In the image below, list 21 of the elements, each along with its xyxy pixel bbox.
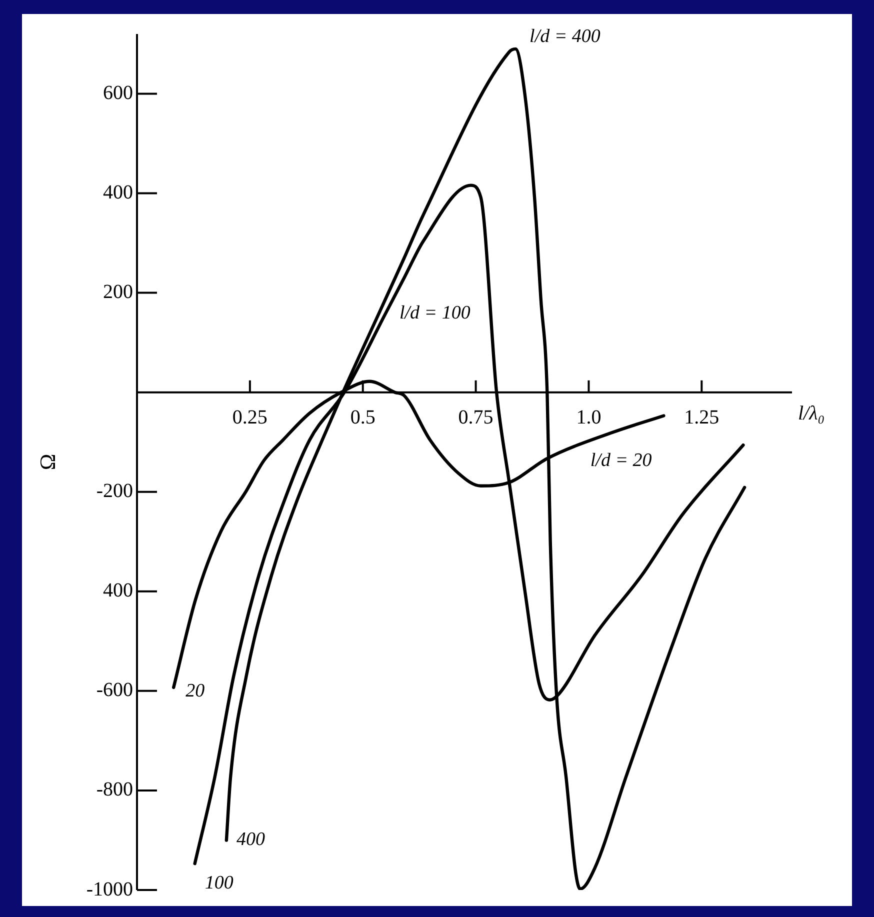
y-tick-label: 600 — [103, 82, 133, 104]
annotation: 100 — [204, 872, 234, 894]
y-axis-title: Ω — [34, 454, 60, 470]
y-tick-label: 400 — [103, 580, 133, 602]
annotation: 400 — [236, 829, 266, 850]
x-tick-label: 1.25 — [684, 406, 720, 429]
y-tick-label: -200 — [96, 480, 133, 502]
y-tick-label: -800 — [96, 778, 133, 801]
y-tick-label: -600 — [96, 679, 133, 702]
annotation: l/d = 20 — [590, 450, 652, 472]
y-tick-label: 200 — [103, 281, 133, 304]
y-tick-label: -1000 — [86, 878, 133, 900]
x-tick-label: 1.0 — [576, 406, 602, 429]
y-tick-label: 400 — [103, 182, 133, 204]
annotation: 20 — [186, 680, 206, 702]
annotation: l/d = 100 — [399, 302, 471, 324]
x-tick-label: 0.5 — [350, 406, 376, 429]
x-tick-label: 0.25 — [232, 406, 268, 429]
x-tick-label: 0.75 — [458, 406, 494, 429]
x-axis-title: l/λ₀ — [798, 402, 825, 425]
annotation: l/d = 400 — [530, 26, 601, 47]
